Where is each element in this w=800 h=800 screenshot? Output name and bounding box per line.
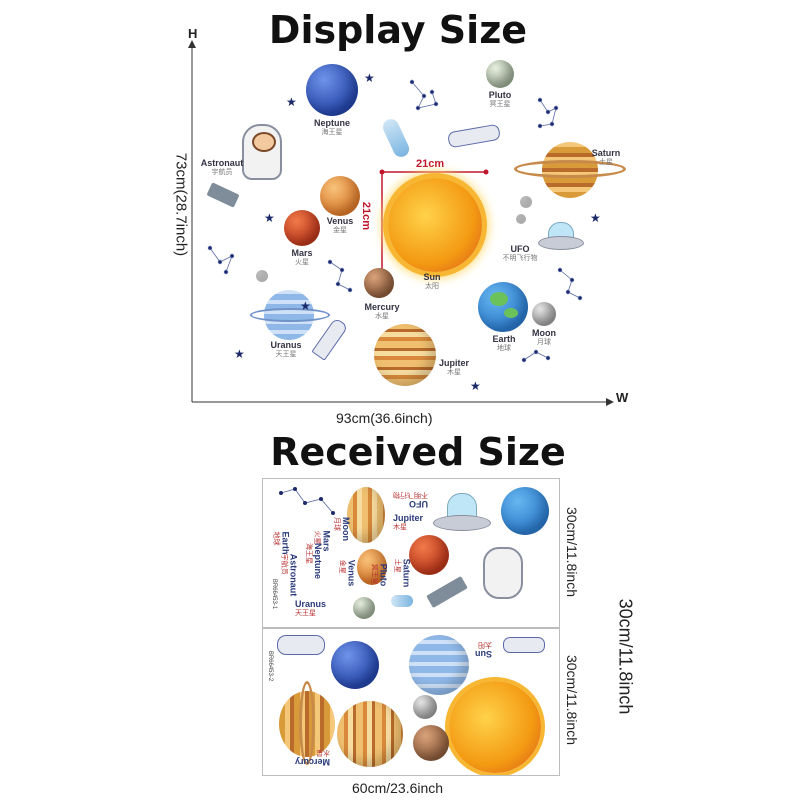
small-moon bbox=[256, 270, 268, 282]
pluto-sticker bbox=[353, 597, 375, 619]
sticker-sheet-1: UFO 不明飞行物 Jupiter 木星 Moon 月球 Mars 火星 Earth 地球… bbox=[262, 478, 560, 628]
rocket-sticker bbox=[503, 637, 545, 653]
neptune-planet bbox=[306, 64, 358, 116]
venus-sticker-label: Venus 金星 bbox=[338, 559, 357, 587]
jupiter-sticker-label: Jupiter 木星 bbox=[393, 513, 424, 531]
comet-sticker bbox=[391, 595, 413, 607]
mercury-sticker-label: Mercury 水星 bbox=[295, 749, 331, 767]
earth-sticker bbox=[501, 487, 549, 535]
ufo-label: UFO 不明飞行物 bbox=[502, 244, 538, 262]
moon-planet bbox=[532, 302, 556, 326]
mercury-sticker bbox=[413, 725, 449, 761]
astronaut-sticker-label: Astronaut 宇航员 bbox=[280, 553, 299, 597]
astronaut-figure bbox=[242, 124, 282, 180]
neptune-sticker-label: Neptune 海王星 bbox=[305, 543, 323, 579]
star-icon: ★ bbox=[590, 211, 601, 225]
small-moon bbox=[520, 196, 532, 208]
mars-label: Mars 火星 bbox=[291, 248, 313, 266]
mercury-planet bbox=[364, 268, 394, 298]
saturn-planet bbox=[514, 138, 626, 198]
star-icon: ★ bbox=[264, 211, 275, 225]
ufo-sticker bbox=[433, 493, 491, 533]
display-size-heading: Display Size bbox=[268, 8, 528, 52]
display-height-label: 73cm(28.7inch) bbox=[172, 152, 190, 257]
neptune-label: Neptune 海王星 bbox=[314, 118, 350, 136]
saturn-label: Saturn 土星 bbox=[591, 148, 621, 166]
pluto-label: Pluto 冥王星 bbox=[488, 90, 512, 108]
axis-h-label: H bbox=[188, 26, 198, 41]
sticker-sheet-2: Sun 太阳 Mercury 水星 BR66453-2 bbox=[262, 628, 560, 776]
moon-sticker-label: Moon 月球 bbox=[333, 517, 351, 541]
sun-label: Sun 太阳 bbox=[423, 272, 441, 290]
earth-sticker-label: Earth 地球 bbox=[272, 531, 291, 555]
star-icon: ★ bbox=[300, 299, 311, 313]
uranus-label: Uranus 天王星 bbox=[270, 340, 302, 358]
pluto-planet bbox=[486, 60, 514, 88]
jupiter-sticker bbox=[347, 487, 385, 543]
satellite-sticker bbox=[426, 575, 468, 609]
uranus-sticker bbox=[409, 635, 469, 695]
sun-sticker-label: Sun 太阳 bbox=[475, 641, 492, 659]
saturn-sticker bbox=[271, 681, 341, 765]
pluto-sticker-label: Pluto 冥王星 bbox=[370, 563, 389, 587]
received-size-heading: Received Size bbox=[270, 430, 566, 474]
jupiter-sticker bbox=[337, 701, 403, 767]
sheet1-code: BR66453-1 bbox=[271, 578, 278, 610]
jupiter-planet bbox=[374, 324, 436, 386]
star-icon: ★ bbox=[234, 347, 245, 361]
ufo-figure bbox=[538, 222, 584, 252]
moon-label: Moon 月球 bbox=[532, 328, 556, 346]
constellation-sticker bbox=[279, 487, 335, 515]
astronaut-label: Astronaut 宇航员 bbox=[200, 158, 244, 176]
received-width-label: 60cm/23.6inch bbox=[352, 780, 444, 796]
earth-label: Earth 地球 bbox=[492, 334, 516, 352]
neptune-sticker bbox=[331, 641, 379, 689]
sheet2-code: BR66453-2 bbox=[267, 650, 274, 682]
venus-planet bbox=[320, 176, 360, 216]
sun-planet bbox=[388, 178, 482, 272]
astronaut-sticker bbox=[483, 547, 523, 599]
sun-sticker bbox=[449, 681, 541, 773]
star-icon: ★ bbox=[286, 95, 297, 109]
star-icon: ★ bbox=[364, 71, 375, 85]
sheet1-height-label: 30cm/11.8inch bbox=[564, 506, 580, 597]
jupiter-label: Jupiter 木星 bbox=[438, 358, 470, 376]
star-icon: ★ bbox=[470, 379, 481, 393]
received-total-height-label: 30cm/11.8inch bbox=[615, 598, 636, 715]
venus-sticker bbox=[357, 549, 387, 585]
space-shuttle-sticker bbox=[277, 635, 325, 655]
earth-planet bbox=[478, 282, 528, 332]
sun-width-label: 21cm bbox=[416, 158, 445, 170]
mars-planet bbox=[284, 210, 320, 246]
display-width-label: 93cm(36.6inch) bbox=[336, 410, 433, 426]
sun-height-label: 21cm bbox=[360, 201, 373, 231]
sheet2-height-label: 30cm/11.8inch bbox=[564, 654, 580, 745]
mercury-label: Mercury 水星 bbox=[364, 302, 400, 320]
axis-w-label: W bbox=[616, 390, 629, 405]
venus-label: Venus 金星 bbox=[326, 216, 354, 234]
saturn-sticker-label: Saturn 土星 bbox=[393, 558, 412, 588]
mars-sticker bbox=[409, 535, 449, 575]
small-moon bbox=[516, 214, 526, 224]
uranus-planet bbox=[250, 290, 330, 340]
moon-sticker bbox=[413, 695, 437, 719]
ufo-sticker-label: UFO 不明飞行物 bbox=[393, 491, 428, 509]
uranus-sticker-label: Uranus 天王星 bbox=[295, 599, 327, 617]
